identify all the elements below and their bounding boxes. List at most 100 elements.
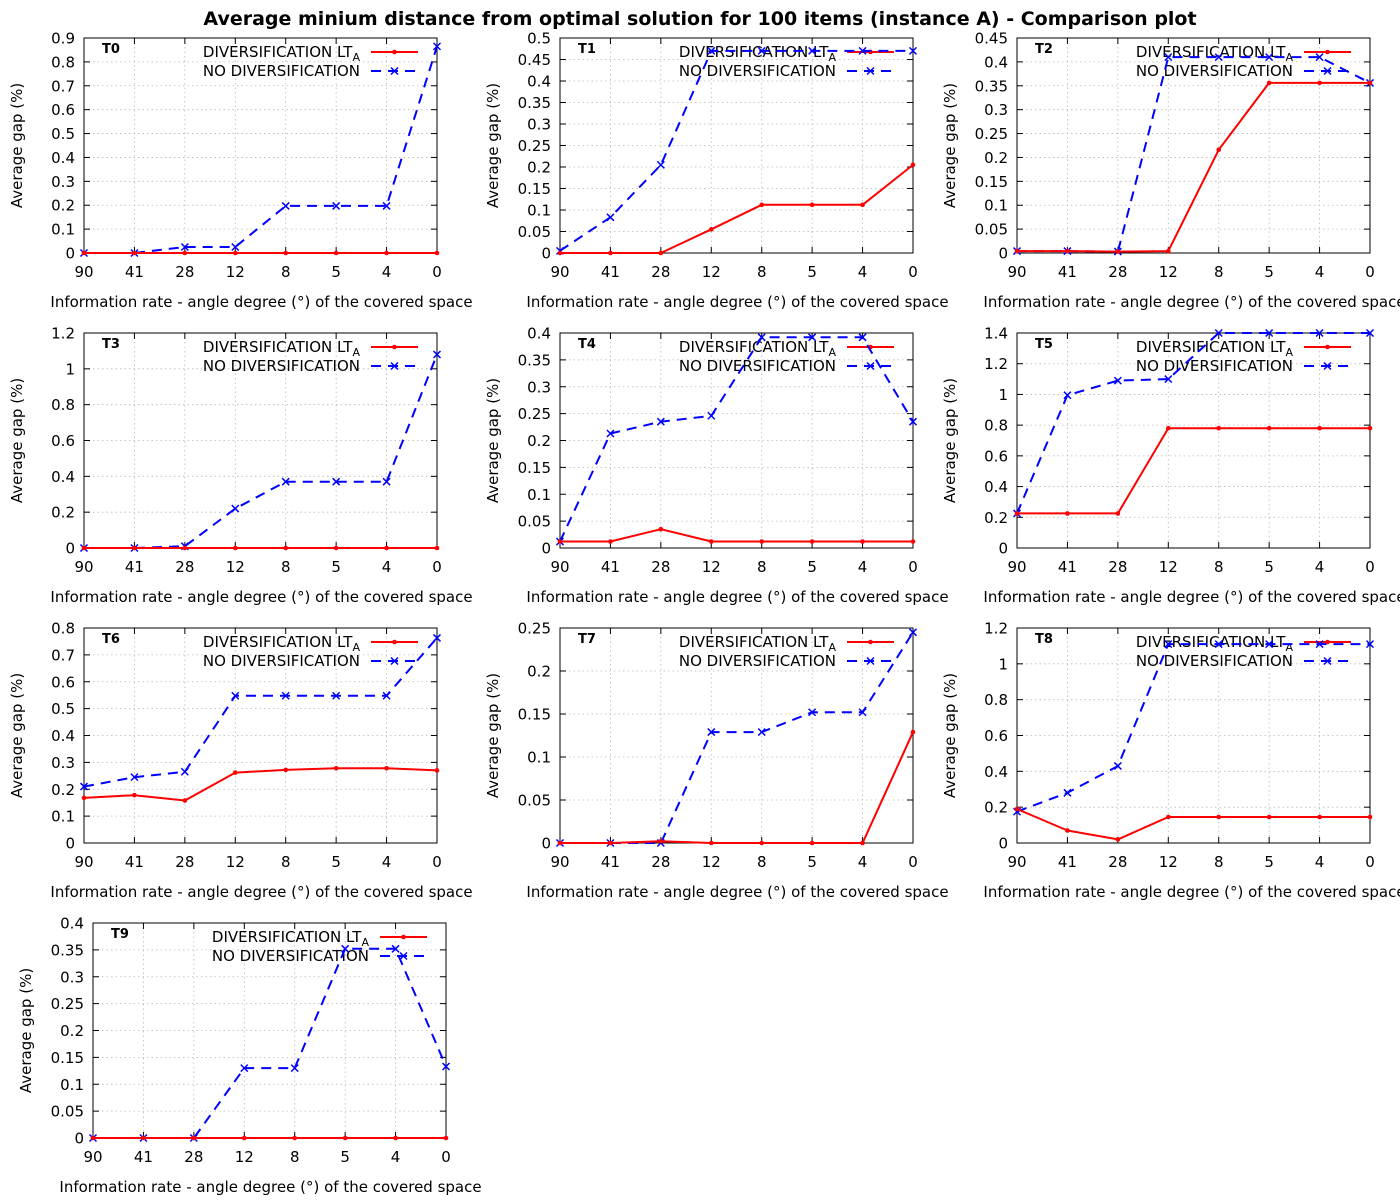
series-line-diversification — [1017, 427, 1370, 515]
data-point-diversification — [342, 1135, 348, 1141]
x-tick-label: 28 — [651, 263, 670, 281]
x-tick-label: 5 — [1264, 263, 1274, 281]
data-point-diversification — [1266, 425, 1272, 431]
data-point-diversification — [1065, 511, 1070, 516]
y-tick-label: 0.9 — [51, 30, 75, 48]
x-tick-label: 28 — [175, 558, 194, 576]
data-point-no-diversification — [432, 350, 442, 359]
x-tick-label: 0 — [908, 558, 918, 576]
legend-label-subscript: A — [1285, 641, 1293, 654]
data-point-no-diversification — [432, 42, 442, 51]
y-tick-label: 0.25 — [51, 995, 84, 1013]
y-tick-label: 0 — [65, 245, 75, 263]
x-axis-label: Information rate - angle degree (°) of t… — [50, 293, 472, 311]
y-axis-label: Average gap (%) — [8, 378, 26, 503]
y-tick-label: 0 — [998, 835, 1008, 853]
series-line-diversification — [1017, 81, 1370, 253]
legend-label-no-diversification: NO DIVERSIFICATION — [679, 357, 836, 375]
legend-marker — [1325, 49, 1330, 55]
x-tick-label: 12 — [226, 263, 245, 281]
data-point-no-diversification — [757, 333, 766, 342]
legend-label-diversification: DIVERSIFICATION LTA — [679, 43, 837, 64]
legend-label-diversification: DIVERSIFICATION LTA — [1136, 43, 1294, 64]
data-point-no-diversification — [707, 728, 716, 737]
panel-label: T3 — [102, 337, 120, 352]
data-point-diversification — [283, 250, 289, 256]
series-line-no-diversification — [559, 336, 914, 542]
x-tick-label: 41 — [1058, 263, 1077, 281]
y-tick-label: 0.2 — [60, 1022, 84, 1040]
y-tick-label: 0 — [998, 245, 1008, 263]
chart-panel-t6: 0 0.1 0.2 0.3 0.4 0.5 0.6 0.7 0.8 90 41 28 12 8 5 4 0 Inf… — [8, 620, 473, 902]
data-point-diversification — [1367, 80, 1373, 86]
data-point-diversification — [191, 1135, 197, 1141]
y-tick-label: 0.35 — [975, 77, 1008, 95]
legend-marker — [866, 361, 875, 371]
legend-marker — [866, 656, 875, 666]
x-tick-label: 8 — [281, 558, 291, 576]
legend-label-diversification: DIVERSIFICATION LTA — [212, 928, 370, 949]
x-tick-label: 5 — [331, 853, 341, 871]
data-point-no-diversification — [332, 691, 341, 700]
data-point-no-diversification — [281, 691, 290, 700]
data-point-no-diversification — [1063, 391, 1072, 400]
legend-label-diversification: DIVERSIFICATION LTA — [679, 338, 837, 359]
panel-label: T7 — [578, 632, 596, 647]
x-tick-label: 90 — [1007, 263, 1026, 281]
x-axis-label: Information rate - angle degree (°) of t… — [526, 883, 948, 901]
x-tick-label: 0 — [908, 853, 918, 871]
x-tick-label: 90 — [550, 853, 569, 871]
x-tick-label: 90 — [1007, 558, 1026, 576]
data-point-diversification — [809, 840, 815, 846]
legend-label-no-diversification: NO DIVERSIFICATION — [203, 652, 360, 670]
y-tick-label: 0.2 — [51, 504, 75, 522]
legend-marker — [868, 639, 873, 645]
data-point-no-diversification — [908, 46, 918, 55]
data-point-no-diversification — [281, 477, 290, 486]
data-point-no-diversification — [281, 201, 290, 210]
y-tick-label: 1 — [998, 655, 1008, 673]
data-point-diversification — [1115, 249, 1121, 254]
series-line-diversification — [83, 767, 438, 802]
x-axis-label: Information rate - angle degree (°) of t… — [983, 293, 1400, 311]
data-point-no-diversification — [432, 633, 442, 642]
data-point-diversification — [333, 765, 339, 771]
legend-label-no-diversification: NO DIVERSIFICATION — [1136, 62, 1293, 80]
data-point-no-diversification — [1214, 640, 1223, 649]
y-tick-label: 1.2 — [51, 325, 75, 343]
data-point-no-diversification — [656, 160, 665, 169]
x-tick-label: 5 — [331, 558, 341, 576]
data-point-diversification — [860, 840, 865, 846]
x-tick-label: 8 — [757, 853, 767, 871]
y-tick-label: 0.3 — [51, 754, 75, 772]
legend-marker — [1323, 66, 1332, 76]
legend-label-subscript: A — [828, 641, 836, 654]
y-tick-label: 1.2 — [984, 355, 1008, 373]
data-point-diversification — [809, 202, 815, 208]
legend-marker — [390, 361, 399, 371]
data-point-diversification — [1115, 511, 1121, 516]
data-point-diversification — [90, 1135, 96, 1141]
x-tick-label: 8 — [1214, 558, 1224, 576]
legend-label-subscript: A — [1285, 51, 1293, 64]
x-axis-label: Information rate - angle degree (°) of t… — [526, 293, 948, 311]
panel-label: T0 — [102, 42, 120, 57]
data-point-no-diversification — [180, 767, 189, 776]
data-point-no-diversification — [1164, 640, 1173, 649]
data-point-diversification — [1065, 248, 1070, 254]
y-tick-label: 0 — [541, 245, 551, 263]
panel-label: T6 — [102, 632, 120, 647]
y-tick-label: 0.2 — [51, 781, 75, 799]
y-tick-label: 0.5 — [51, 700, 75, 718]
data-point-diversification — [658, 250, 664, 256]
x-tick-label: 8 — [290, 1148, 300, 1166]
x-tick-label: 12 — [1159, 558, 1178, 576]
data-point-diversification — [608, 539, 613, 544]
data-point-diversification — [384, 765, 389, 771]
x-tick-label: 8 — [757, 263, 767, 281]
x-tick-label: 5 — [331, 263, 341, 281]
data-point-diversification — [608, 840, 613, 846]
series-line-no-diversification — [559, 49, 913, 252]
legend-marker — [392, 49, 397, 55]
panel-label: T5 — [1035, 337, 1053, 352]
